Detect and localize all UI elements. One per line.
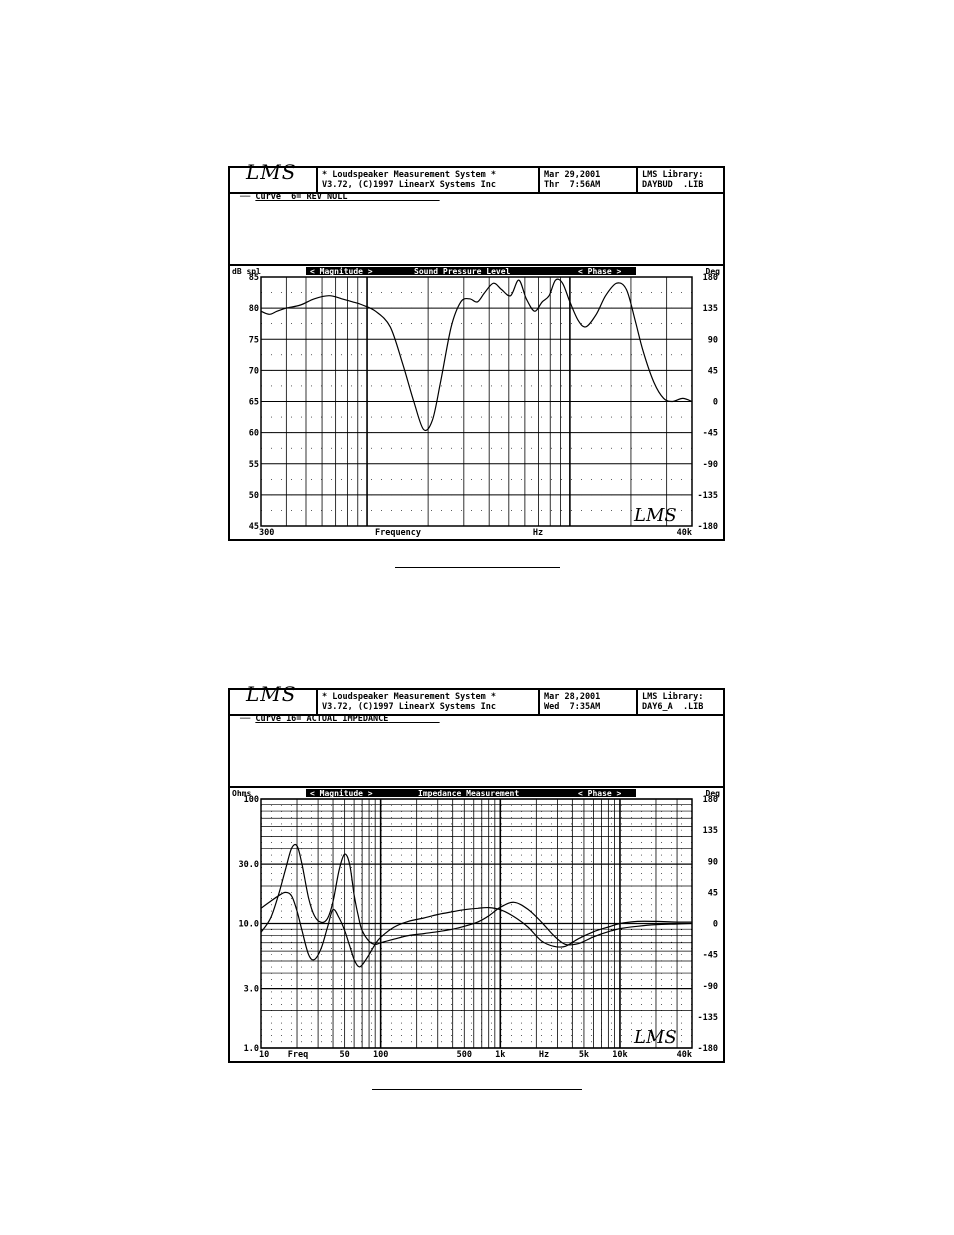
y2-tick-label: -180 xyxy=(698,522,718,532)
y2-tick-label: 0 xyxy=(713,398,718,408)
logo-cell: LMS xyxy=(230,682,318,714)
plot-area: Ohms < Magnitude > Impedance Measurement < … xyxy=(230,786,723,1063)
y2-tick-label: 180 xyxy=(703,795,718,805)
date-line: Mar 29,2001 xyxy=(544,170,601,180)
time-line: Thr 7:56AM xyxy=(544,179,601,190)
chart-header: LMS * Loudspeaker Measurement System * V… xyxy=(230,682,723,716)
curve-legend: ── Curve 16= ACTUAL IMPEDANCE xyxy=(240,714,389,724)
library-label: LMS Library: xyxy=(642,692,704,702)
date-line: Mar 28,2001 xyxy=(544,692,601,702)
left-axis-unit: dB spl xyxy=(232,267,261,276)
curve-legend: ── Curve 6= REV NULL xyxy=(240,192,348,202)
y-tick-label: 75 xyxy=(249,335,259,345)
phase-label: < Phase > xyxy=(578,267,622,276)
x-tick-label: 40k xyxy=(677,528,692,538)
spl-chart-panel: LMS * Loudspeaker Measurement System * V… xyxy=(228,160,725,541)
title-line-1: * Loudspeaker Measurement System * xyxy=(322,170,496,180)
date-cell: Mar 28,2001 Wed 7:35AM xyxy=(540,690,638,714)
y-tick-label: 80 xyxy=(249,304,259,314)
title-line-1: * Loudspeaker Measurement System * xyxy=(322,692,496,702)
date-cell: Mar 29,2001 Thr 7:56AM xyxy=(540,168,638,192)
y-tick-label: 100 xyxy=(244,795,259,805)
impedance-chart-svg: Ohms < Magnitude > Impedance Measurement < … xyxy=(232,788,721,1060)
measurement-label: Sound Pressure Level xyxy=(414,267,511,276)
x-tick-label: 5k xyxy=(579,1050,589,1060)
y-tick-label: 1.0 xyxy=(244,1044,259,1054)
x-tick-label: 50 xyxy=(340,1050,350,1060)
library-name: DAYBUD .LIB xyxy=(642,179,704,190)
x-axis-label: Freq xyxy=(288,1050,308,1060)
x-tick-label: 500 xyxy=(457,1050,472,1060)
phase-curve xyxy=(260,891,693,968)
y2-tick-label: 90 xyxy=(708,335,718,345)
x-tick-label: 40k xyxy=(677,1050,692,1060)
y2-tick-label: -45 xyxy=(703,429,718,439)
impedance-chart-panel: LMS * Loudspeaker Measurement System * V… xyxy=(228,682,725,1063)
x-tick-label: 10k xyxy=(612,1050,627,1060)
title-line-2: V3.72, (C)1997 LinearX Systems Inc xyxy=(322,179,496,190)
time-line: Wed 7:35AM xyxy=(544,701,601,712)
label-strip xyxy=(306,789,636,797)
title-line-2: V3.72, (C)1997 LinearX Systems Inc xyxy=(322,701,496,712)
system-title: * Loudspeaker Measurement System * V3.72… xyxy=(318,690,540,714)
y-tick-label: 65 xyxy=(249,398,259,408)
caption-underline xyxy=(372,1089,582,1090)
label-strip xyxy=(306,267,636,275)
y-tick-label: 30.0 xyxy=(239,860,259,870)
phase-label: < Phase > xyxy=(578,789,622,798)
y-tick-label: 45 xyxy=(249,522,259,532)
measurement-label: Impedance Measurement xyxy=(418,789,519,798)
right-axis-unit: Deg xyxy=(706,789,721,798)
system-title: * Loudspeaker Measurement System * V3.72… xyxy=(318,168,540,192)
caption-underline xyxy=(395,567,560,568)
y2-tick-label: 90 xyxy=(708,857,718,867)
x-tick-label: 100 xyxy=(373,1050,388,1060)
magnitude-curve xyxy=(260,278,693,432)
y-tick-label: 85 xyxy=(249,273,259,283)
lms-logo: LMS xyxy=(246,682,297,706)
y2-tick-label: -135 xyxy=(698,491,718,501)
x-tick-label: 1k xyxy=(495,1050,505,1060)
curve-label: Curve 6= REV NULL xyxy=(255,192,348,202)
x-axis-unit: Hz xyxy=(533,528,543,538)
y-tick-label: 70 xyxy=(249,366,259,376)
left-axis-unit: Ohms xyxy=(232,789,251,798)
magnitude-label: < Magnitude > xyxy=(310,788,373,798)
y-tick-label: 10.0 xyxy=(239,920,259,930)
magnitude-curve xyxy=(260,843,693,946)
y-tick-label: 60 xyxy=(249,429,259,439)
y2-tick-label: 45 xyxy=(708,888,718,898)
y2-tick-label: 45 xyxy=(708,366,718,376)
library-label: LMS Library: xyxy=(642,170,704,180)
library-cell: LMS Library: DAY6_A .LIB xyxy=(638,690,723,714)
y2-tick-label: 135 xyxy=(703,304,718,314)
y2-tick-label: -45 xyxy=(703,951,718,961)
spl-chart-svg: dB spl < Magnitude > Sound Pressure Level <… xyxy=(232,266,721,538)
library-cell: LMS Library: DAYBUD .LIB xyxy=(638,168,723,192)
y2-tick-label: 135 xyxy=(703,826,718,836)
x-tick-label: 300 xyxy=(259,528,274,538)
plot-area: dB spl < Magnitude > Sound Pressure Level <… xyxy=(230,264,723,541)
y2-tick-label: -135 xyxy=(698,1013,718,1023)
y2-tick-label: -180 xyxy=(698,1044,718,1054)
y-tick-label: 3.0 xyxy=(244,985,259,995)
magnitude-label: < Magnitude > xyxy=(310,266,373,276)
y2-tick-label: 180 xyxy=(703,273,718,283)
lms-watermark: LMS xyxy=(633,505,677,526)
chart-header: LMS * Loudspeaker Measurement System * V… xyxy=(230,160,723,194)
y2-tick-label: -90 xyxy=(703,460,718,470)
lms-logo: LMS xyxy=(246,160,297,184)
lms-watermark: LMS xyxy=(633,1027,677,1048)
y2-tick-label: -90 xyxy=(703,982,718,992)
x-axis-unit: Hz xyxy=(539,1050,549,1060)
curve-label: Curve 16= ACTUAL IMPEDANCE xyxy=(255,714,389,724)
y-tick-label: 55 xyxy=(249,460,259,470)
logo-cell: LMS xyxy=(230,160,318,192)
x-tick-label: 10 xyxy=(259,1050,269,1060)
right-axis-unit: Deg xyxy=(706,267,721,276)
library-name: DAY6_A .LIB xyxy=(642,701,704,712)
y-tick-label: 50 xyxy=(249,491,259,501)
y2-tick-label: 0 xyxy=(713,920,718,930)
x-axis-label: Frequency xyxy=(375,528,421,538)
